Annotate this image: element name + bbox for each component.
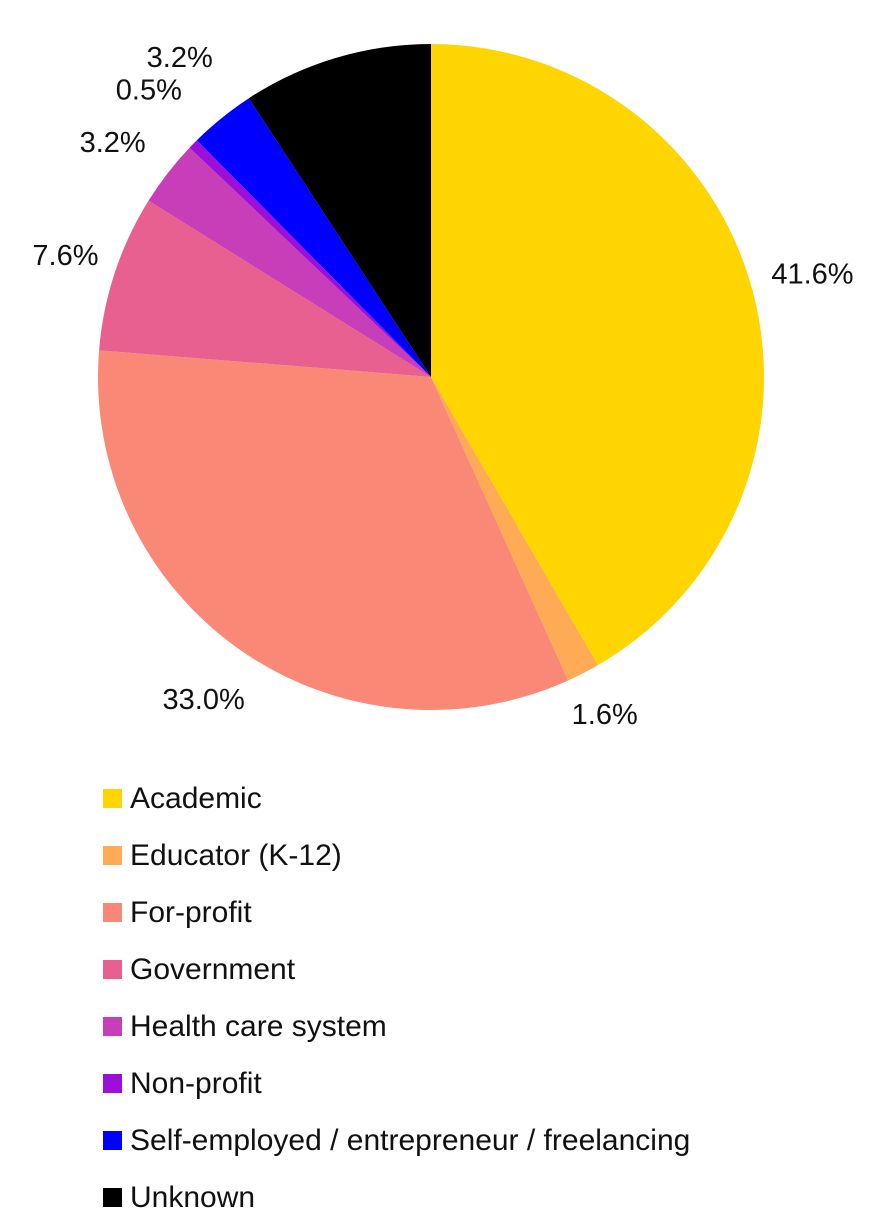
pie-slice-non-profit <box>189 140 431 377</box>
legend-label-unknown: Unknown <box>130 1180 256 1214</box>
legend-label-self-employed-entrepreneur-freelancing: Self-employed / entrepreneur / freelanci… <box>130 1123 691 1157</box>
pie-value-label-educator-k-12: 1.6% <box>572 699 638 731</box>
pie-value-label-for-profit: 33.0% <box>163 684 245 716</box>
legend-item-for-profit: For-profit <box>103 884 690 941</box>
legend-label-non-profit: Non-profit <box>130 1066 262 1100</box>
legend-item-government: Government <box>103 941 690 998</box>
pie-slice-self-employed-entrepreneur-freelancing <box>196 98 431 377</box>
legend-label-for-profit: For-profit <box>130 895 252 929</box>
pie-value-label-self-employed-entrepreneur-freelancing: 3.2% <box>147 42 213 74</box>
pie-slice-unknown <box>248 44 431 377</box>
legend-item-non-profit: Non-profit <box>103 1055 690 1112</box>
legend-label-health-care-system: Health care system <box>130 1009 387 1043</box>
pie-value-label-non-profit: 0.5% <box>116 75 182 107</box>
legend-swatch-for-profit <box>103 903 122 922</box>
legend-label-educator-k-12: Educator (K-12) <box>130 838 342 872</box>
pie-slice-health-care-system <box>148 147 432 377</box>
pie-value-label-academic: 41.6% <box>771 258 853 290</box>
legend-label-academic: Academic <box>130 781 262 815</box>
legend-swatch-health-care-system <box>103 1017 122 1036</box>
legend-item-health-care-system: Health care system <box>103 998 690 1055</box>
legend-swatch-self-employed-entrepreneur-freelancing <box>103 1131 122 1150</box>
pie-value-label-unknown: 9.2% <box>262 0 328 5</box>
legend-swatch-unknown <box>103 1188 122 1207</box>
pie-value-label-government: 7.6% <box>32 240 98 272</box>
pie-slices <box>98 44 764 710</box>
pie-value-label-health-care-system: 3.2% <box>80 127 146 159</box>
pie-value-labels: 41.6%1.6%33.0%7.6%3.2%0.5%3.2%9.2% <box>32 0 853 731</box>
chart-legend: Academic Educator (K-12) For-profit Governm… <box>103 770 690 1226</box>
pie-slice-government <box>99 200 431 377</box>
legend-item-academic: Academic <box>103 770 690 827</box>
legend-label-government: Government <box>130 952 296 986</box>
pie-slice-for-profit <box>98 350 569 710</box>
pie-slice-academic <box>431 44 764 666</box>
legend-item-unknown: Unknown <box>103 1169 690 1226</box>
pie-chart: 41.6%1.6%33.0%7.6%3.2%0.5%3.2%9.2% <box>32 0 853 731</box>
legend-swatch-educator-k-12 <box>103 846 122 865</box>
legend-swatch-non-profit <box>103 1074 122 1093</box>
legend-item-educator-k-12: Educator (K-12) <box>103 827 690 884</box>
pie-slice-educator-k-12 <box>431 377 598 681</box>
legend-swatch-government <box>103 960 122 979</box>
legend-item-self-employed-entrepreneur-freelancing: Self-employed / entrepreneur / freelanci… <box>103 1112 690 1169</box>
legend-swatch-academic <box>103 789 122 808</box>
